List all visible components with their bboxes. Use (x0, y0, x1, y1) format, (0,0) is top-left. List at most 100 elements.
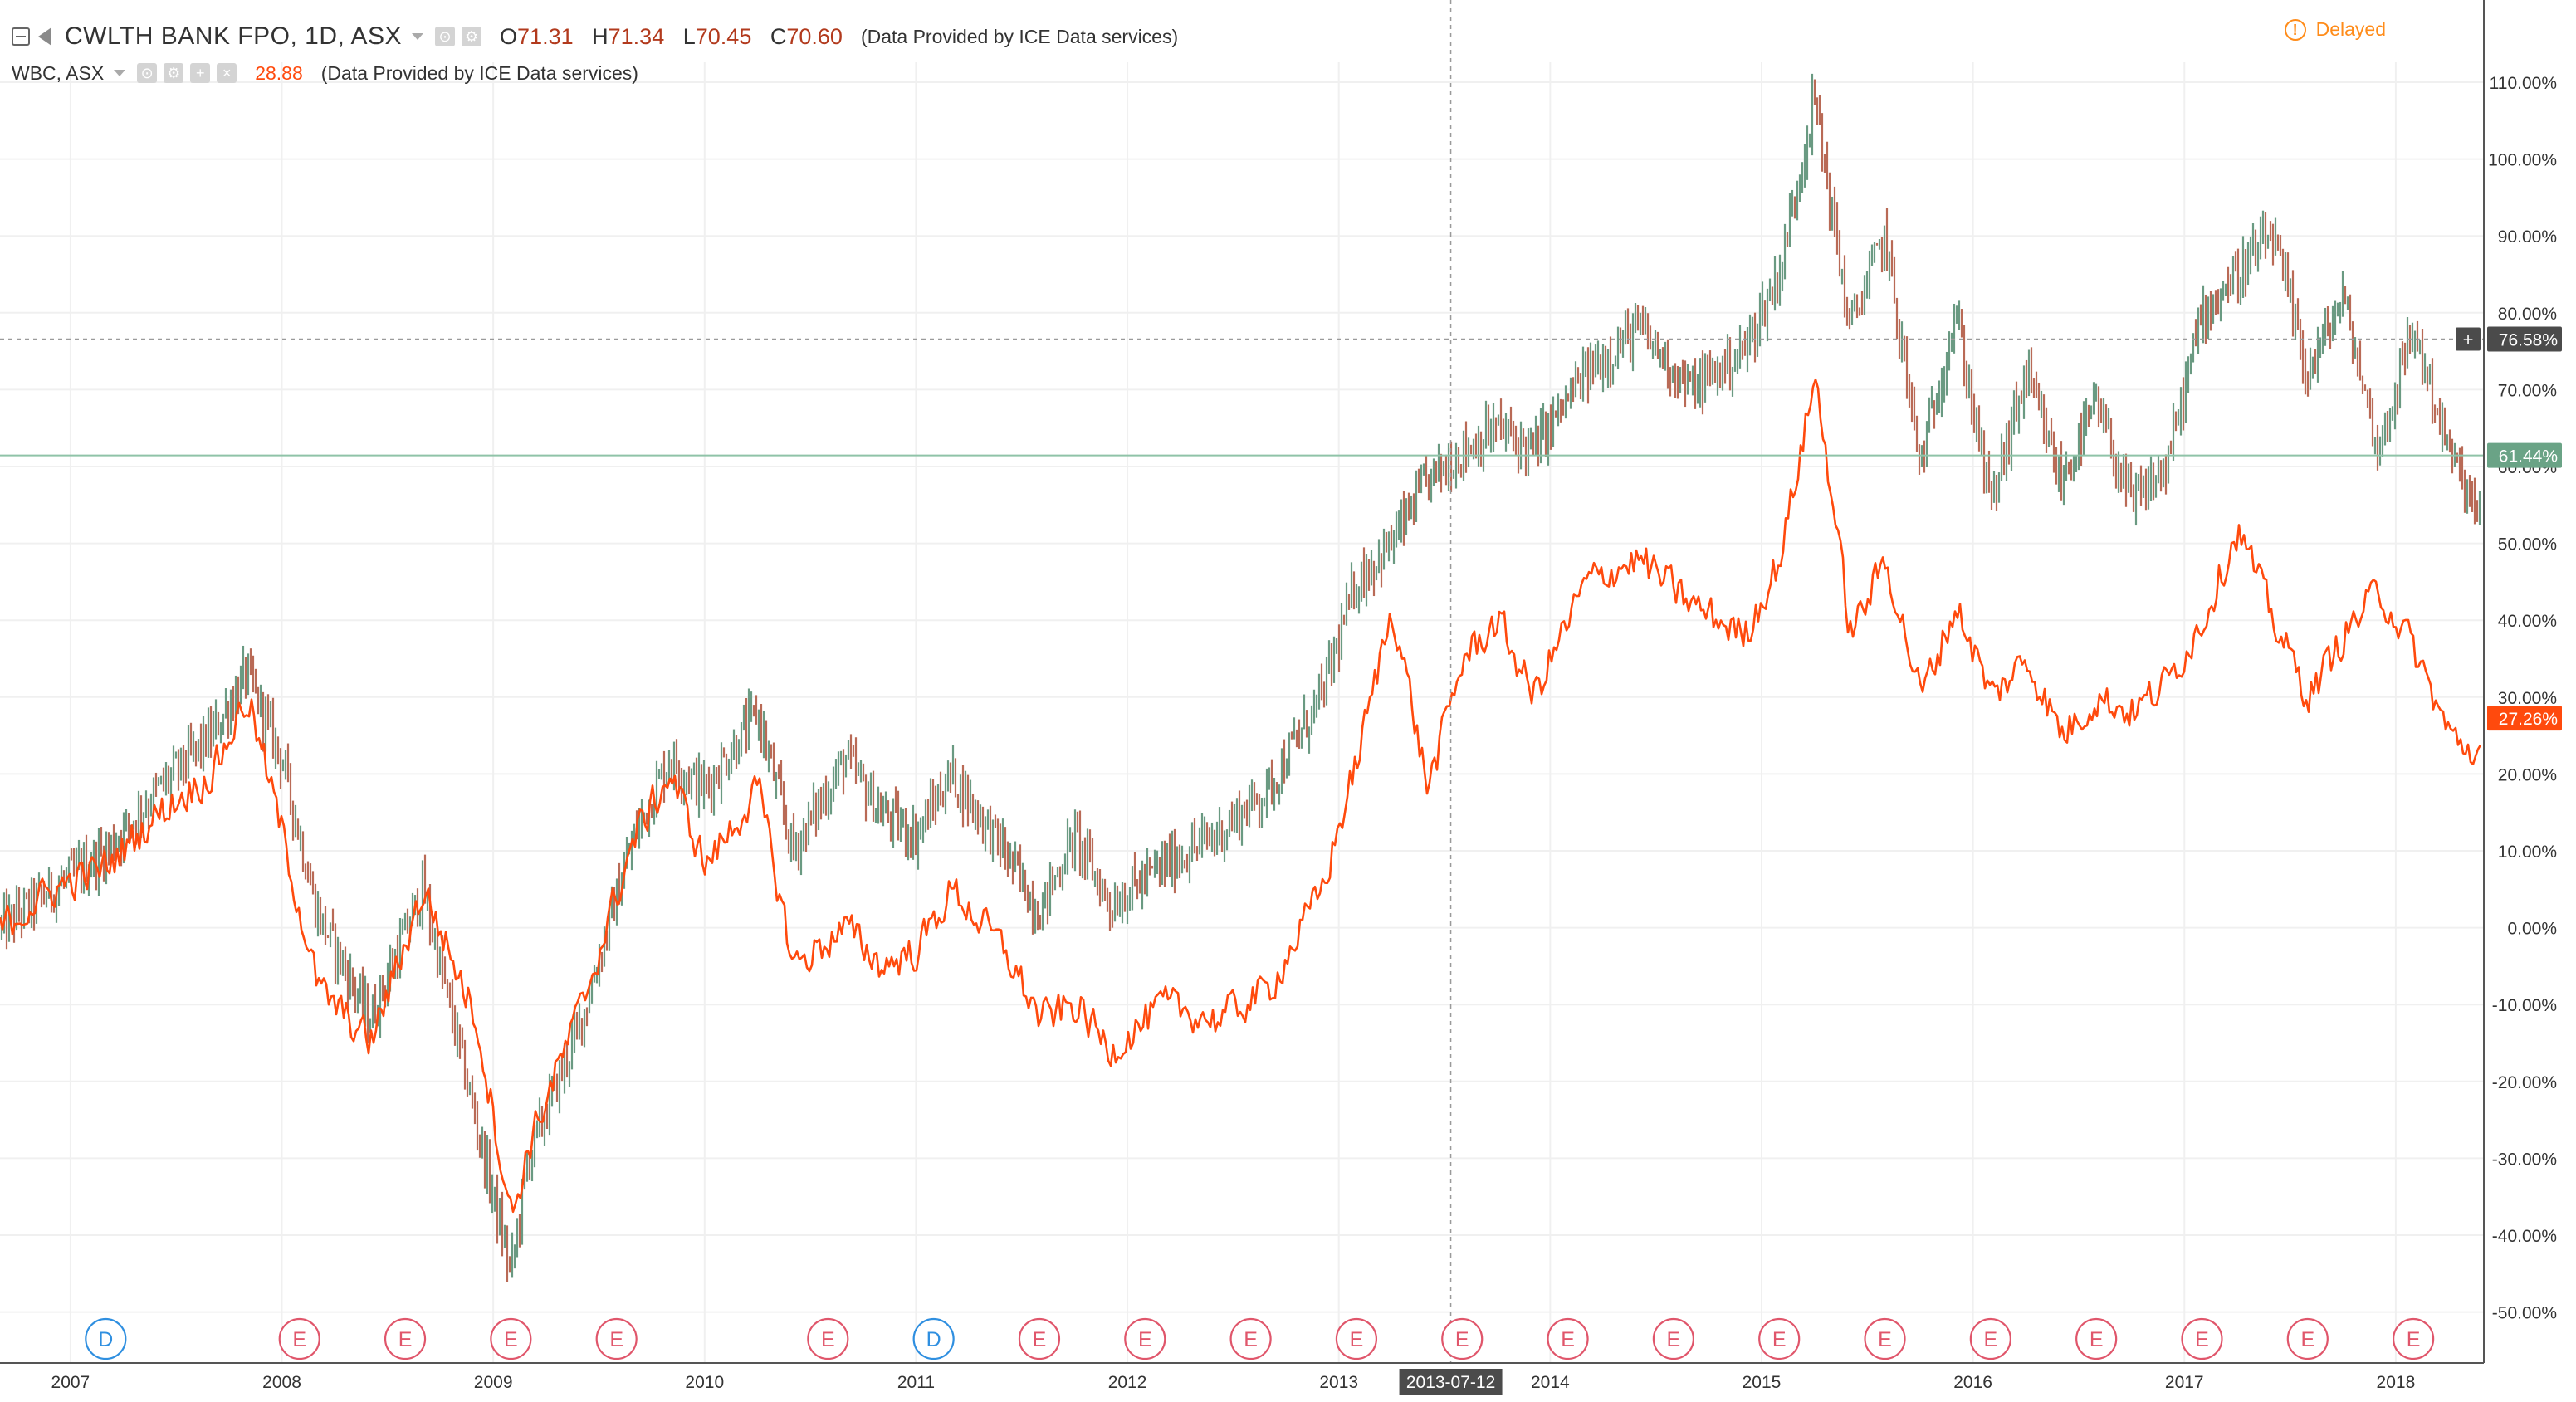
earnings-marker[interactable]: E (2075, 1317, 2118, 1360)
x-tick-label: 2007 (51, 1373, 90, 1392)
time-axis[interactable]: 2007 2008 2009 2010 2011 2012 2013 2014 2015 2016… (0, 1362, 2484, 1392)
price-lines (0, 0, 2484, 1363)
axis-badges: 76.58% +61.44% 27.26% 2013-07-12 (1399, 326, 2562, 1395)
cba-price-series (0, 73, 2481, 1282)
high-label: H (592, 23, 609, 49)
marker-circle (1018, 1317, 1061, 1360)
marker-circle (1652, 1317, 1694, 1360)
x-tick-label: 2009 (474, 1373, 513, 1392)
earnings-marker[interactable]: E (1547, 1317, 1589, 1360)
earnings-marker[interactable]: E (278, 1317, 320, 1360)
marker-label: E (292, 1328, 306, 1351)
eye-icon[interactable]: ⊙ (137, 63, 158, 83)
earnings-marker[interactable]: E (1441, 1317, 1484, 1360)
marker-label: E (1772, 1328, 1787, 1351)
earnings-marker[interactable]: E (1335, 1317, 1378, 1360)
delayed-label: Delayed (2315, 18, 2386, 40)
cba-last-badge-text: 61.44% (2499, 447, 2558, 467)
close-icon[interactable]: × (217, 63, 237, 83)
main-symbol-title[interactable]: CWLTH BANK FPO, 1D, ASX (65, 22, 403, 50)
chevron-down-icon[interactable] (412, 33, 424, 40)
marker-label: E (1244, 1328, 1258, 1351)
y-tick-label: 70.00% (2498, 381, 2557, 400)
y-tick-label: -20.00% (2492, 1073, 2557, 1092)
marker-circle (807, 1317, 849, 1360)
low-value: 70.45 (695, 23, 752, 49)
flag-icon[interactable] (38, 27, 51, 46)
earnings-marker[interactable]: E (384, 1317, 427, 1360)
y-tick-label: 100.00% (2488, 151, 2557, 170)
compare-symbol-title[interactable]: WBC, ASX (12, 61, 105, 84)
crosshair-price-badge-text: 76.58% (2499, 330, 2558, 349)
close-value: 70.60 (786, 23, 843, 49)
earnings-marker[interactable]: E (595, 1317, 638, 1360)
marker-label: E (1878, 1328, 1892, 1351)
y-tick-label: -40.00% (2492, 1227, 2557, 1246)
x-tick-label: 2016 (1953, 1373, 1992, 1392)
cba-last-badge-bg (2487, 442, 2562, 468)
chevron-down-icon[interactable] (114, 70, 126, 76)
y-tick-label: -10.00% (2492, 996, 2557, 1015)
marker-circle (1547, 1317, 1589, 1360)
earnings-marker[interactable]: E (2393, 1317, 2435, 1360)
earnings-marker[interactable]: E (2181, 1317, 2223, 1360)
crosshair-date-badge-bg (1399, 1369, 1503, 1395)
compare-series-legend: WBC, ASX ⊙ ⚙ + × 28.88 (Data Provided by… (12, 58, 638, 88)
marker-circle (1864, 1317, 1906, 1360)
collapse-icon[interactable] (12, 27, 30, 46)
marker-circle (278, 1317, 320, 1360)
x-tick-label: 2014 (1531, 1373, 1570, 1392)
earnings-marker[interactable]: E (1758, 1317, 1801, 1360)
plus-icon-bg (2456, 327, 2481, 351)
gear-icon[interactable]: ⚙ (462, 27, 482, 46)
dividend-marker[interactable]: D (85, 1317, 127, 1360)
marker-circle (490, 1317, 532, 1360)
marker-circle (85, 1317, 127, 1360)
x-tick-label: 2018 (2377, 1373, 2416, 1392)
wbc-price-line (0, 378, 2482, 1214)
marker-circle (2181, 1317, 2223, 1360)
alert-icon: ! (2284, 18, 2306, 41)
marker-label: D (98, 1328, 113, 1351)
plus-icon[interactable]: + (190, 63, 211, 83)
marker-circle (1969, 1317, 2011, 1360)
eye-icon[interactable]: ⊙ (435, 27, 456, 46)
wbc-last-badge-bg (2487, 706, 2562, 731)
marker-label: E (398, 1328, 413, 1351)
marker-circle (912, 1317, 955, 1360)
marker-label: E (1138, 1328, 1152, 1351)
marker-label: E (609, 1328, 623, 1351)
earnings-marker[interactable]: E (1124, 1317, 1166, 1360)
earnings-marker[interactable]: E (1229, 1317, 1272, 1360)
earnings-marker[interactable]: E (1652, 1317, 1694, 1360)
earnings-marker[interactable]: E (1018, 1317, 1061, 1360)
marker-circle (2286, 1317, 2329, 1360)
delayed-indicator[interactable]: ! Delayed (2284, 18, 2386, 41)
earnings-marker[interactable]: E (1969, 1317, 2011, 1360)
earnings-marker[interactable]: E (1864, 1317, 1906, 1360)
marker-circle (1124, 1317, 1166, 1360)
earnings-marker[interactable]: E (490, 1317, 532, 1360)
earnings-marker[interactable]: E (2286, 1317, 2329, 1360)
dividend-marker[interactable]: D (912, 1317, 955, 1360)
compare-value: 28.88 (255, 61, 303, 84)
gear-icon[interactable]: ⚙ (164, 63, 184, 83)
data-source-note: (Data Provided by ICE Data services) (320, 61, 638, 84)
y-tick-label: 90.00% (2498, 227, 2557, 247)
marker-label: E (821, 1328, 835, 1351)
marker-circle (1441, 1317, 1484, 1360)
y-tick-label: 80.00% (2498, 305, 2557, 324)
marker-circle (1758, 1317, 1801, 1360)
y-tick-label: 0.00% (2507, 920, 2557, 939)
ohlc-values: O71.31 H71.34 L70.45 C70.60 (500, 24, 843, 50)
y-tick-label: -50.00% (2492, 1304, 2557, 1323)
x-tick-label: 2015 (1743, 1373, 1782, 1392)
open-label: O (500, 23, 518, 49)
marker-circle (595, 1317, 638, 1360)
marker-circle (1335, 1317, 1378, 1360)
price-axis[interactable]: 110.00%100.00%90.00%80.00%70.00%60.00%50… (2483, 0, 2557, 1363)
marker-circle (1229, 1317, 1272, 1360)
marker-label: E (2407, 1328, 2421, 1351)
earnings-marker[interactable]: E (807, 1317, 849, 1360)
